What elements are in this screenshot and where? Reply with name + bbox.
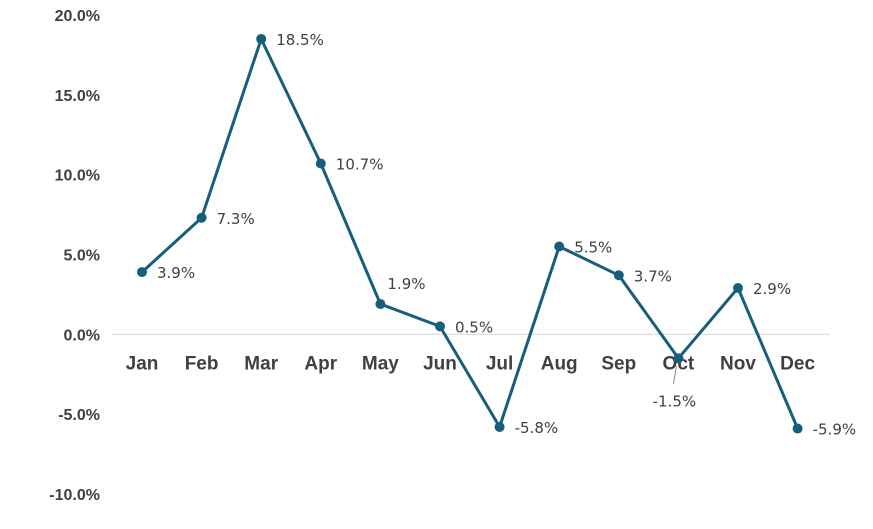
x-tick-label: Mar bbox=[244, 353, 278, 374]
data-point bbox=[137, 267, 147, 278]
data-label: -5.8% bbox=[515, 419, 559, 437]
x-tick-label: Nov bbox=[720, 353, 756, 374]
y-tick-label: 15.0% bbox=[55, 88, 100, 105]
data-label: 1.9% bbox=[387, 275, 425, 293]
x-tick-label: Aug bbox=[541, 353, 578, 374]
y-tick-label: 0.0% bbox=[64, 327, 100, 344]
x-tick-label: Jun bbox=[423, 353, 457, 374]
data-label: -1.5% bbox=[653, 392, 697, 410]
data-label: 0.5% bbox=[455, 318, 493, 336]
data-label: 18.5% bbox=[276, 31, 324, 49]
x-tick-label: Feb bbox=[185, 353, 219, 374]
x-tick-label: Dec bbox=[780, 353, 815, 374]
data-label: 3.9% bbox=[157, 264, 195, 282]
y-tick-label: -10.0% bbox=[49, 487, 100, 504]
series-line bbox=[140, 37, 799, 430]
data-label-leader bbox=[672, 366, 677, 385]
data-point bbox=[792, 423, 803, 434]
data-point bbox=[733, 283, 743, 294]
data-point bbox=[613, 270, 624, 281]
data-label: 5.5% bbox=[574, 239, 612, 257]
data-point bbox=[494, 421, 505, 432]
x-tick-label: Jan bbox=[126, 353, 159, 374]
x-tick-label: Sep bbox=[601, 353, 636, 374]
data-label: 10.7% bbox=[336, 155, 384, 173]
y-tick-label: -5.0% bbox=[58, 407, 100, 424]
x-tick-label: Apr bbox=[304, 353, 337, 374]
x-tick-label: Oct bbox=[663, 353, 695, 374]
y-tick-label: 5.0% bbox=[64, 248, 100, 265]
data-label: 3.7% bbox=[634, 267, 672, 285]
data-point bbox=[375, 298, 386, 309]
data-point bbox=[554, 241, 565, 252]
data-label: -5.9% bbox=[813, 421, 857, 439]
x-axis-tick-labels: Jan Feb Mar Apr May Jun Jul Aug Sep Oct Nov Dec bbox=[126, 353, 816, 374]
data-point bbox=[435, 321, 445, 332]
data-label: 2.9% bbox=[753, 280, 791, 298]
data-label: 7.3% bbox=[217, 210, 255, 228]
y-axis-tick-labels: 20.0% 15.0% 10.0% 5.0% 0.0% -5.0% -10.0% bbox=[49, 8, 100, 504]
data-point bbox=[196, 212, 207, 223]
x-tick-label: May bbox=[362, 353, 399, 374]
data-point-markers bbox=[137, 33, 803, 434]
data-point bbox=[315, 158, 326, 169]
x-tick-label: Jul bbox=[486, 353, 513, 374]
y-tick-label: 10.0% bbox=[55, 168, 100, 185]
data-point bbox=[256, 33, 267, 44]
data-labels: 3.9% 7.3% 18.5% 10.7% 1.9% 0.5% -5.8% 5.5% 3.7% -… bbox=[157, 31, 856, 439]
y-tick-label: 20.0% bbox=[55, 8, 100, 25]
data-point bbox=[673, 353, 684, 364]
